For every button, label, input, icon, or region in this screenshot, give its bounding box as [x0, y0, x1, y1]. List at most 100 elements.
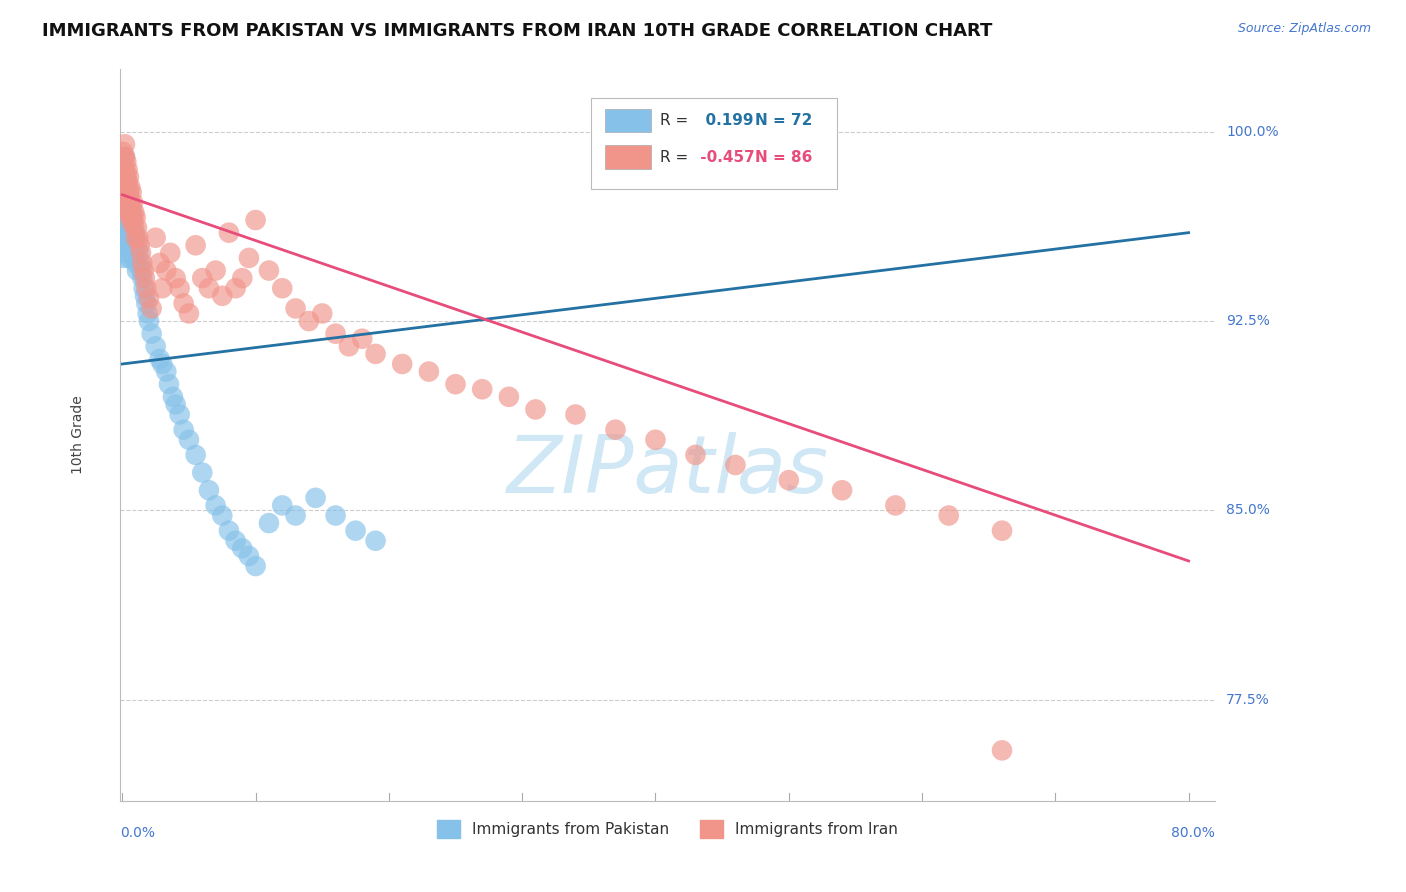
Text: 85.0%: 85.0% — [1226, 503, 1270, 517]
Point — [115, 170, 138, 185]
Point — [125, 220, 148, 235]
Text: 0.199: 0.199 — [695, 113, 754, 128]
Point — [112, 150, 135, 164]
Point — [124, 251, 146, 265]
Point — [117, 213, 139, 227]
Point — [117, 205, 139, 219]
Point — [128, 238, 150, 252]
Point — [524, 402, 547, 417]
Point — [141, 326, 163, 341]
Point — [169, 281, 191, 295]
Point — [115, 220, 138, 235]
Point — [418, 365, 440, 379]
Point — [257, 516, 280, 530]
Point — [444, 377, 467, 392]
Point — [204, 263, 226, 277]
Point — [114, 187, 136, 202]
Point — [337, 339, 360, 353]
Point — [344, 524, 367, 538]
Point — [121, 186, 143, 200]
Point — [173, 423, 195, 437]
Point — [114, 205, 136, 219]
Point — [115, 201, 138, 215]
Point — [112, 162, 135, 177]
Point — [778, 473, 800, 487]
Point — [125, 263, 148, 277]
Point — [498, 390, 520, 404]
Point — [120, 211, 142, 225]
Text: 0.0%: 0.0% — [120, 826, 155, 840]
Point — [325, 326, 347, 341]
Point — [124, 205, 146, 219]
Point — [231, 541, 253, 556]
Point — [150, 357, 173, 371]
Point — [124, 220, 146, 235]
Point — [115, 170, 138, 185]
Point — [118, 205, 141, 219]
Point — [118, 201, 141, 215]
Point — [218, 524, 240, 538]
Point — [257, 263, 280, 277]
Point — [117, 190, 139, 204]
Point — [311, 306, 333, 320]
Point — [120, 220, 142, 235]
Point — [121, 226, 143, 240]
Point — [124, 211, 146, 225]
Point — [118, 170, 141, 185]
Point — [831, 483, 853, 498]
Point — [114, 150, 136, 164]
Point — [564, 408, 586, 422]
FancyBboxPatch shape — [605, 109, 651, 132]
FancyBboxPatch shape — [591, 98, 838, 189]
Text: ZIPatlas: ZIPatlas — [506, 433, 828, 510]
Text: 10th Grade: 10th Grade — [72, 395, 84, 474]
Text: R =: R = — [659, 113, 688, 128]
Point — [238, 251, 260, 265]
Text: Source: ZipAtlas.com: Source: ZipAtlas.com — [1237, 22, 1371, 36]
Text: N = 72: N = 72 — [755, 113, 813, 128]
Point — [136, 306, 159, 320]
Point — [991, 524, 1014, 538]
Point — [169, 408, 191, 422]
Point — [127, 245, 149, 260]
Point — [115, 238, 138, 252]
Point — [138, 291, 160, 305]
Point — [145, 339, 167, 353]
Point — [173, 296, 195, 310]
Point — [685, 448, 707, 462]
Point — [177, 306, 200, 320]
Point — [114, 162, 136, 177]
Point — [211, 289, 233, 303]
Point — [129, 263, 152, 277]
Point — [121, 205, 143, 219]
Point — [184, 238, 207, 252]
Point — [231, 271, 253, 285]
Point — [298, 314, 321, 328]
Point — [121, 245, 143, 260]
Point — [124, 226, 146, 240]
Point — [124, 231, 146, 245]
Point — [122, 211, 145, 225]
Point — [115, 187, 138, 202]
Point — [120, 180, 142, 194]
Point — [284, 301, 307, 316]
Text: 100.0%: 100.0% — [1226, 125, 1278, 138]
Point — [128, 256, 150, 270]
Point — [271, 499, 294, 513]
Point — [141, 301, 163, 316]
Point — [177, 433, 200, 447]
Point — [159, 245, 181, 260]
Point — [135, 296, 157, 310]
Point — [111, 201, 134, 215]
Point — [165, 271, 187, 285]
Point — [605, 423, 627, 437]
Point — [112, 220, 135, 235]
Point — [127, 231, 149, 245]
Point — [112, 231, 135, 245]
Point — [364, 533, 387, 548]
Point — [132, 263, 155, 277]
Point — [129, 245, 152, 260]
Point — [117, 162, 139, 177]
Point — [238, 549, 260, 563]
Point — [155, 263, 177, 277]
